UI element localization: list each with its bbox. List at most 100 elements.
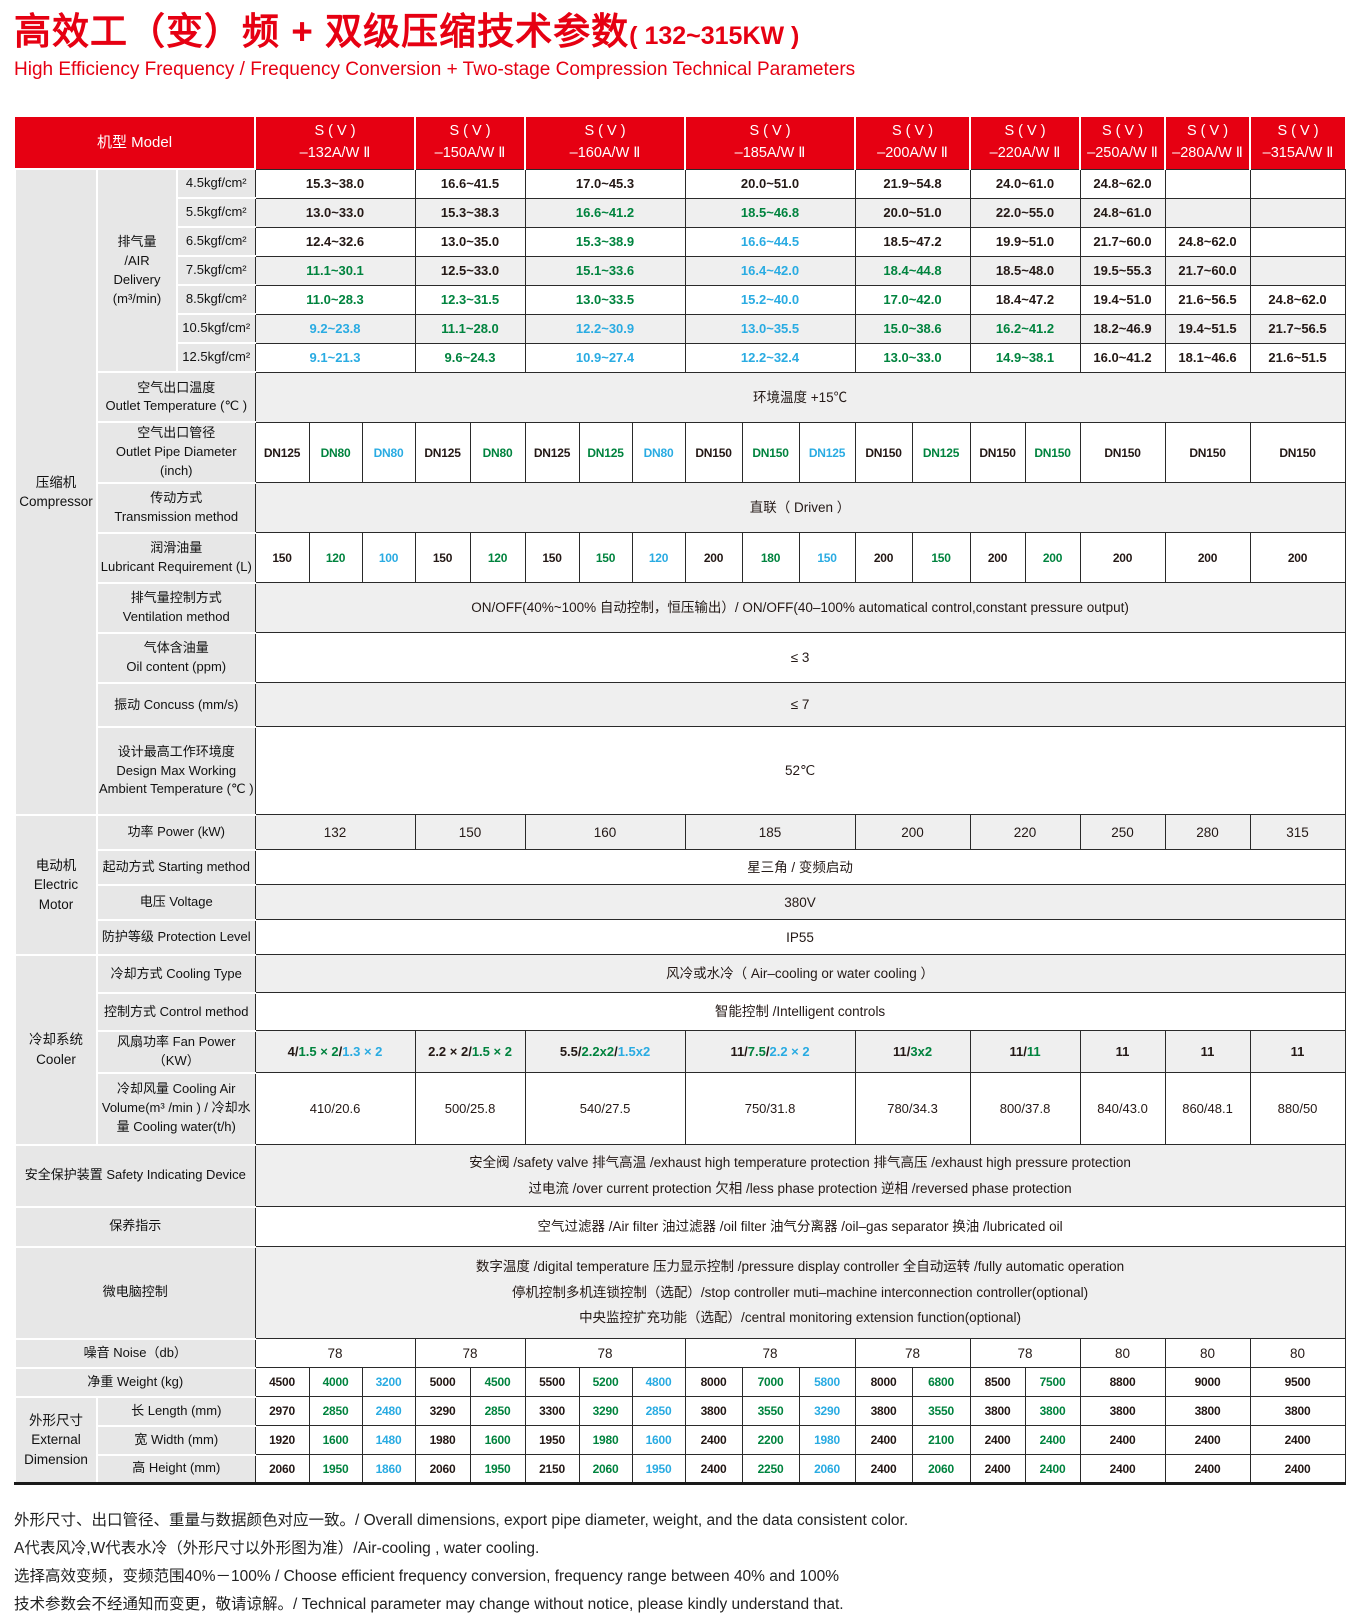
- value-width-200-0: 2400: [854, 1425, 913, 1456]
- value-air-6.5-160: 15.3~38.9: [524, 226, 686, 257]
- label-safety-indicating-device: 安全保护装置 Safety Indicating Device: [13, 1143, 256, 1208]
- value-cooling-type: 风冷或水冷（ Air–cooling or water cooling ）: [254, 954, 1346, 994]
- value-voltage: 380V: [254, 884, 1346, 921]
- page-title-range: ( 132~315KW ): [629, 22, 800, 50]
- label-pressure-4.5: 4.5kgf/cm²: [175, 168, 256, 200]
- value-weight-200-1: 6800: [911, 1367, 971, 1398]
- value-cooling-air-200: 780/34.3: [854, 1072, 971, 1146]
- value-lubricant-185-2: 150: [798, 532, 856, 584]
- footnote-disclaimer: 技术参数会不经通知而变更，敬请谅解。/ Technical parameter …: [14, 1596, 844, 1614]
- value-width-280-0: 2400: [1164, 1425, 1251, 1456]
- value-height-132-1: 1950: [308, 1454, 363, 1485]
- value-noise-150: 78: [414, 1338, 526, 1369]
- value-control-method: 智能控制 /Intelligent controls: [254, 992, 1346, 1032]
- value-cooling-air-220: 800/37.8: [969, 1072, 1081, 1146]
- label-protection-level: 防护等级 Protection Level: [95, 918, 256, 956]
- value-pipe-diameter-185-2: DN125: [798, 421, 856, 484]
- value-pipe-diameter-220-1: DN150: [1024, 421, 1081, 484]
- value-width-150-1: 1600: [469, 1425, 526, 1456]
- value-pipe-diameter-132-2: DN80: [361, 421, 416, 484]
- footnote-cooling-legend: A代表风冷,W代表水冷（外形尺寸以外形图为准）/Air-cooling , wa…: [14, 1540, 540, 1558]
- model-col-280: S ( V ) –280A/W Ⅱ: [1164, 117, 1251, 170]
- value-air-12.5-160: 10.9~27.4: [524, 342, 686, 373]
- model-col-132: S ( V ) –132A/W Ⅱ: [254, 117, 416, 170]
- value-fan-power-185: 11/7.5/2.2 × 2: [684, 1030, 856, 1074]
- value-height-280-0: 2400: [1164, 1454, 1251, 1485]
- value-lubricant-150-1: 120: [469, 532, 526, 584]
- value-length-160-0: 3300: [524, 1396, 580, 1427]
- label-ventilation-method: 排气量控制方式 Ventilation method: [95, 581, 256, 634]
- label-voltage: 电压 Voltage: [95, 883, 256, 921]
- label-concuss: 振动 Concuss (mm/s): [95, 681, 256, 728]
- value-length-132-2: 2480: [361, 1396, 416, 1427]
- value-air-5.5-220: 22.0~55.0: [969, 197, 1081, 228]
- label-fan-power: 风扇功率 Fan Power（KW）: [95, 1029, 256, 1074]
- value-air-8.5-150: 12.3~31.5: [414, 284, 526, 315]
- value-pipe-diameter-185-0: DN150: [684, 421, 743, 484]
- value-pipe-diameter-200-1: DN125: [911, 421, 971, 484]
- row-protection: 防护等级 Protection Level IP55: [15, 918, 1346, 956]
- label-outlet-pipe-diameter: 空气出口管径 Outlet Pipe Diameter (inch): [95, 421, 256, 484]
- value-air-5.5-280: [1164, 197, 1251, 228]
- value-power-150: 150: [414, 814, 526, 851]
- label-width: 宽 Width (mm): [95, 1424, 256, 1456]
- label-maintenance-indication: 保养指示: [13, 1205, 256, 1248]
- value-length-220-0: 3800: [969, 1396, 1026, 1427]
- value-air-7.5-160: 15.1~33.6: [524, 255, 686, 286]
- value-air-12.5-315: 21.6~51.5: [1249, 342, 1346, 373]
- value-air-10.5-185: 13.0~35.5: [684, 313, 856, 344]
- value-air-5.5-315: [1249, 197, 1346, 228]
- value-air-4.5-250: 24.8~62.0: [1079, 168, 1166, 199]
- value-air-5.5-250: 24.8~61.0: [1079, 197, 1166, 228]
- value-noise-160: 78: [524, 1338, 686, 1369]
- row-width: 宽 Width (mm) 1920 1600 1480 1980 1600 1950 1980…: [15, 1424, 1346, 1456]
- value-width-132-1: 1600: [308, 1425, 363, 1456]
- label-microcomputer-control: 微电脑控制: [13, 1245, 256, 1340]
- value-lubricant-200-0: 200: [854, 532, 913, 584]
- row-microcomputer: 微电脑控制 数字温度 /digital temperature 压力显示控制 /p…: [13, 1245, 1346, 1340]
- value-power-220: 220: [969, 814, 1081, 851]
- value-height-160-0: 2150: [524, 1454, 580, 1485]
- model-col-150: S ( V ) –150A/W Ⅱ: [414, 117, 526, 170]
- value-weight-220-0: 8500: [969, 1367, 1026, 1398]
- value-fan-power-315: 11: [1249, 1030, 1346, 1074]
- label-length: 长 Length (mm): [95, 1395, 256, 1427]
- value-air-4.5-315: [1249, 168, 1346, 199]
- value-height-220-1: 2400: [1024, 1454, 1081, 1485]
- value-fan-power-200: 11/3x2: [854, 1030, 971, 1074]
- value-lubricant-160-0: 150: [524, 532, 580, 584]
- row-starting: 起动方式 Starting method 星三角 / 变频启动: [15, 848, 1346, 886]
- value-weight-315-0: 9500: [1249, 1367, 1346, 1398]
- value-oil-content: ≤ 3: [254, 632, 1346, 684]
- page-title: 高效工（变）频 + 双级压缩技术参数( 132~315KW ): [14, 10, 1344, 54]
- value-lubricant-150-0: 150: [414, 532, 471, 584]
- row-cooling-type: 冷却系统 Cooler 冷却方式 Cooling Type 风冷或水冷（ Air–co…: [14, 953, 1346, 1146]
- value-pipe-diameter-280-0: DN150: [1164, 421, 1251, 484]
- value-lubricant-185-1: 180: [741, 532, 800, 584]
- row-control-method: 控制方式 Control method 智能控制 /Intelligent con…: [15, 991, 1346, 1032]
- value-air-6.5-280: 24.8~62.0: [1164, 226, 1251, 257]
- value-pipe-diameter-200-0: DN150: [854, 421, 913, 484]
- value-width-220-0: 2400: [969, 1425, 1026, 1456]
- group-compressor: 压缩机 Compressor: [14, 168, 98, 816]
- value-air-8.5-250: 19.4~51.0: [1079, 284, 1166, 315]
- value-air-7.5-315: [1249, 255, 1346, 286]
- value-width-185-1: 2200: [741, 1425, 800, 1456]
- label-pressure-6.5: 6.5kgf/cm²: [175, 226, 256, 258]
- label-pressure-10.5: 10.5kgf/cm²: [175, 313, 256, 345]
- value-length-220-1: 3800: [1024, 1396, 1081, 1427]
- page-title-text: 高效工（变）频 + 双级压缩技术参数: [14, 11, 630, 52]
- value-power-185: 185: [684, 814, 856, 851]
- value-air-8.5-315: 24.8~62.0: [1249, 284, 1346, 315]
- label-transmission-method: 传动方式 Transmission method: [95, 481, 256, 534]
- row-lubricant: 润滑油量 Lubricant Requirement (L) 150 120 100 15…: [15, 531, 1346, 584]
- row-air-5.5: 5.5kgf/cm² 13.0~33.0 15.3~38.3 16.6~41.2 18.…: [15, 197, 1346, 229]
- value-cooling-air-185: 750/31.8: [684, 1072, 856, 1146]
- value-width-250-0: 2400: [1079, 1425, 1166, 1456]
- value-ventilation: ON/OFF(40%~100% 自动控制，恒压输出）/ ON/OFF(40–10…: [254, 582, 1346, 634]
- row-air-7.5: 7.5kgf/cm² 11.1~30.1 12.5~33.0 15.1~33.6 16.…: [15, 255, 1346, 287]
- value-air-7.5-150: 12.5~33.0: [414, 255, 526, 286]
- value-height-132-2: 1860: [361, 1454, 416, 1485]
- value-air-8.5-220: 18.4~47.2: [969, 284, 1081, 315]
- value-fan-power-132: 4/1.5 × 2/1.3 × 2: [254, 1030, 416, 1074]
